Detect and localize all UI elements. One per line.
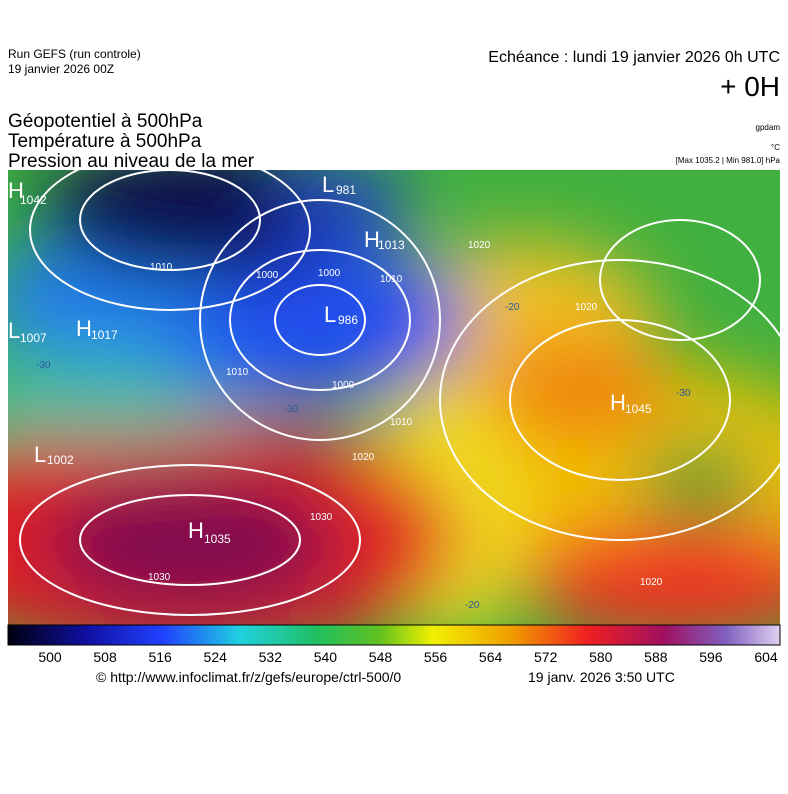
center-value: 981 — [336, 183, 356, 197]
contour-label: 1030 — [310, 512, 333, 523]
center-value: 1017 — [91, 328, 118, 342]
center-type: L — [34, 442, 46, 467]
colorbar-tick-label: 548 — [369, 649, 393, 665]
contour-label: 1000 — [256, 270, 279, 281]
offset: + 0H — [720, 71, 780, 102]
center-value: 986 — [338, 313, 358, 327]
run-date: 19 janvier 2026 00Z — [8, 62, 114, 76]
center-type: L — [324, 302, 336, 327]
colorbar-tick-label: 588 — [644, 649, 668, 665]
center-value: 1002 — [47, 453, 74, 467]
colorbar-tick-label: 604 — [754, 649, 778, 665]
run-label: Run GEFS (run controle) — [8, 47, 141, 61]
unit: [Max 1035.2 | Min 981.0] hPa — [676, 156, 781, 165]
colorbar-tick-label: 572 — [534, 649, 558, 665]
center-type: L — [322, 172, 334, 197]
contour-label: 1020 — [352, 452, 375, 463]
contour-label: 1010 — [390, 417, 413, 428]
unit: °C — [771, 143, 780, 152]
contour-label: 1010 — [226, 367, 249, 378]
center-value: 1013 — [378, 238, 405, 252]
colorbar-tick-label: 564 — [479, 649, 503, 665]
center-value: 1007 — [20, 331, 47, 345]
field-title: Géopotentiel à 500hPa — [8, 111, 203, 132]
center-type: H — [610, 390, 626, 415]
contour-label: 1000 — [332, 380, 355, 391]
contour-label: 1020 — [468, 240, 491, 251]
colorbar-ticks: 500 508 516 524 532 540 548 556 564 572 580 588 596 6… — [38, 649, 778, 665]
center-value: 1045 — [625, 402, 652, 416]
isotherm-label: -30 — [676, 388, 691, 399]
footer-date: 19 janv. 2026 3:50 UTC — [528, 669, 675, 685]
center-type: H — [188, 518, 204, 543]
map — [8, 170, 780, 625]
contour-label: 1010 — [150, 262, 173, 273]
colorbar-tick-label: 596 — [699, 649, 723, 665]
isotherm-label: -20 — [505, 302, 520, 313]
contour-labels: 1010 1000 1000 1010 1000 1010 1020 1030 … — [36, 240, 691, 611]
isotherm-label: -30 — [36, 360, 51, 371]
isotherm-label: -20 — [465, 600, 480, 611]
colorbar-tick-label: 516 — [148, 649, 172, 665]
echeance: Echéance : lundi 19 janvier 2026 0h UTC — [488, 49, 780, 66]
center-value: 1035 — [204, 532, 231, 546]
colorbar-tick-label: 508 — [93, 649, 117, 665]
colorbar-tick-label: 556 — [424, 649, 448, 665]
unit: gpdam — [756, 123, 781, 132]
center-type: H — [364, 227, 380, 252]
colorbar-tick-label: 580 — [589, 649, 613, 665]
colorbar-tick-label: 540 — [314, 649, 338, 665]
footer-url: © http://www.infoclimat.fr/z/gefs/europe… — [96, 669, 401, 685]
center-type: H — [76, 316, 92, 341]
contour-label: 1010 — [380, 274, 403, 285]
contour-label: 1030 — [148, 572, 171, 583]
contour-label: 1020 — [640, 577, 663, 588]
contour-label: 1000 — [318, 268, 341, 279]
contour-label: 1020 — [575, 302, 598, 313]
isobars — [19, 170, 780, 616]
center-type: H — [8, 178, 24, 203]
colorbar-tick-label: 524 — [204, 649, 228, 665]
isotherm-label: -30 — [284, 404, 299, 415]
colorbar-tick-label: 532 — [259, 649, 283, 665]
center-type: L — [8, 318, 20, 343]
colorbar-tick-label: 500 — [38, 649, 62, 665]
field-title: Température à 500hPa — [8, 131, 202, 152]
field-title: Pression au niveau de la mer — [8, 151, 255, 172]
colorbar — [7, 624, 781, 646]
center-value: 1042 — [20, 193, 47, 207]
